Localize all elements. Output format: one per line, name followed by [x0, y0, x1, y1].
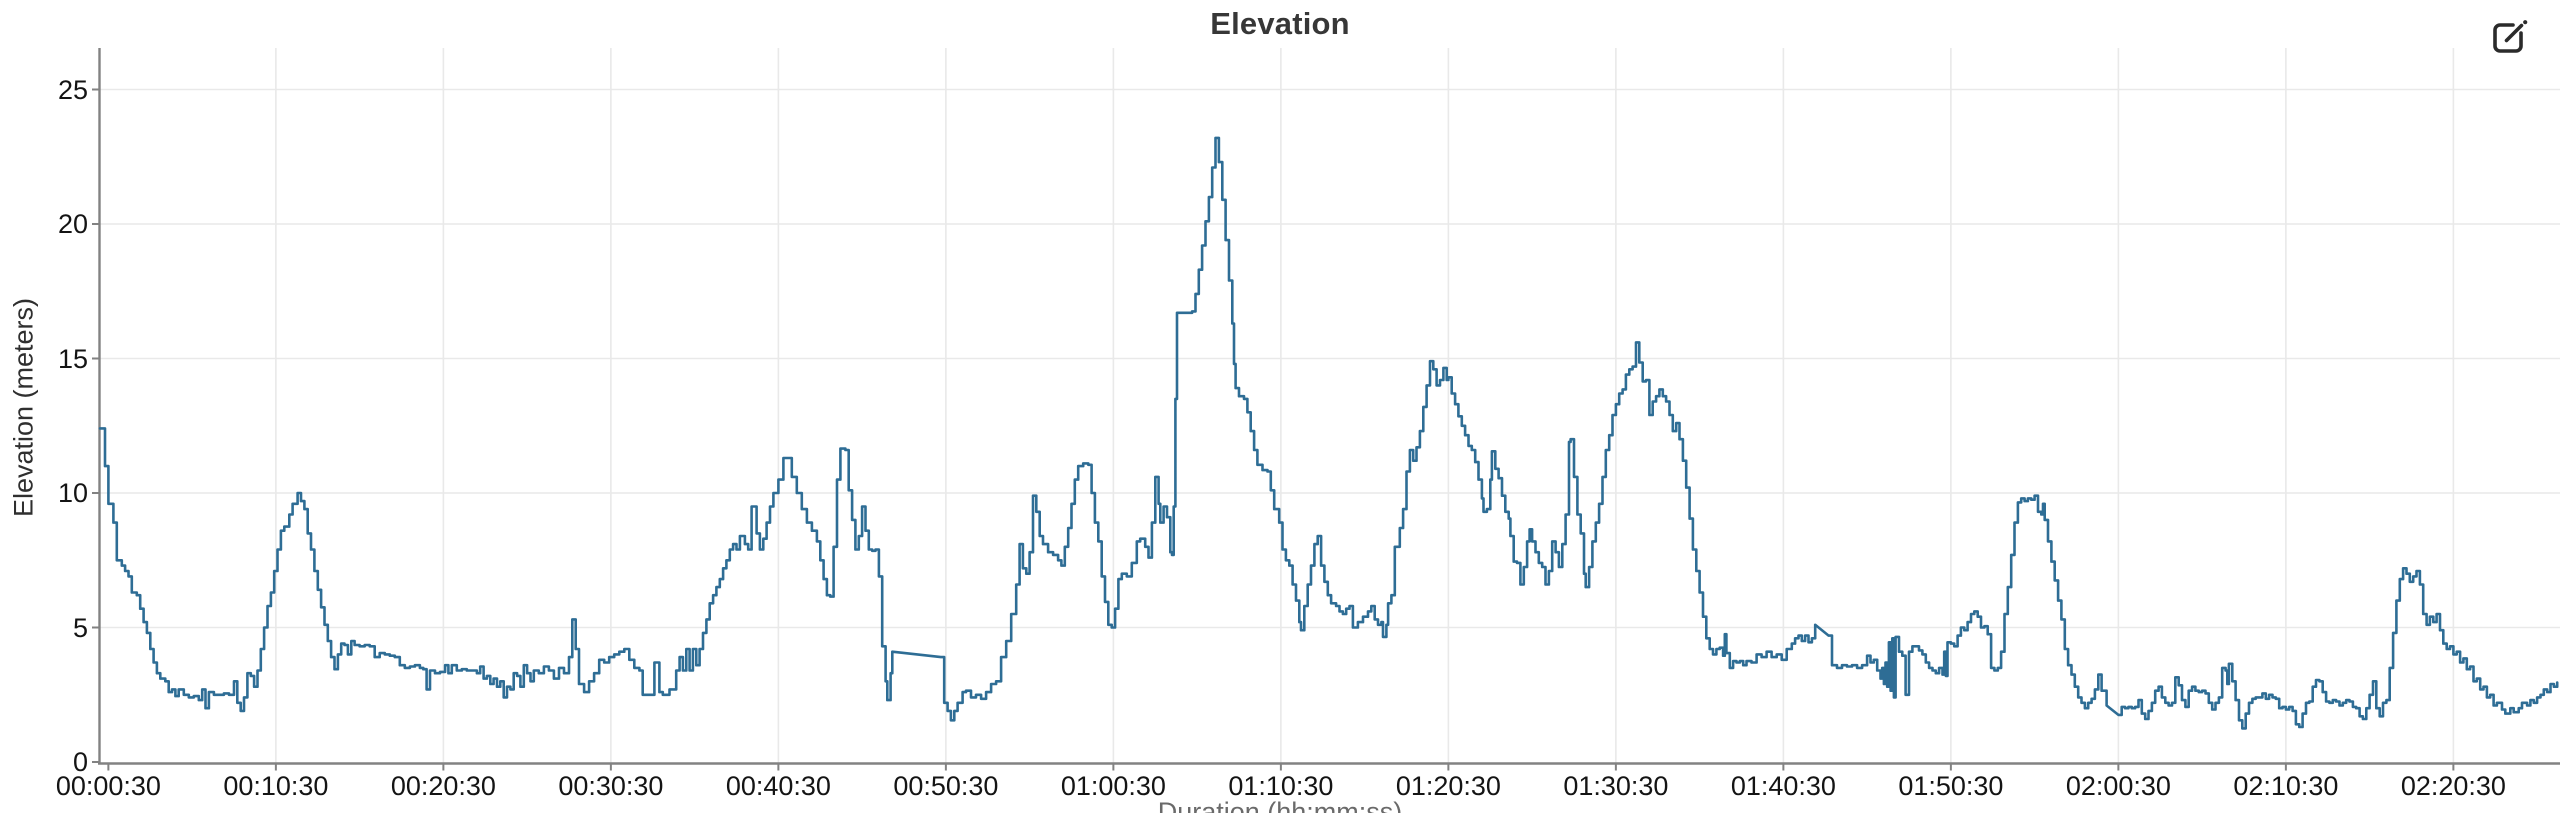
x-tick-label: 01:30:30 — [1563, 771, 1669, 801]
y-tick-label: 15 — [57, 343, 88, 374]
y-tick-label: 10 — [57, 478, 88, 508]
x-tick-label: 00:50:30 — [893, 771, 999, 801]
x-tick-label: 02:00:30 — [2065, 771, 2171, 801]
elevation-series-line — [98, 136, 2559, 730]
x-tick-label: 00:00:30 — [55, 771, 161, 801]
x-tick-label: 01:10:30 — [1228, 771, 1334, 801]
x-tick-label: 00:30:30 — [558, 771, 664, 801]
x-tick-label: 01:40:30 — [1730, 771, 1836, 801]
x-tick-label: 01:20:30 — [1395, 771, 1501, 801]
x-tick-label: 01:50:30 — [1898, 771, 2004, 801]
x-tick-label: 00:10:30 — [223, 771, 329, 801]
x-tick-label: 00:40:30 — [725, 771, 831, 801]
axes — [92, 48, 2560, 771]
x-axis-title: Duration (hh:mm:ss) — [1157, 797, 1403, 813]
chart-title: Elevation — [1210, 6, 1350, 41]
y-tick-label: 5 — [72, 612, 88, 643]
y-tick-label: 0 — [72, 747, 88, 777]
y-tick-label: 20 — [57, 209, 88, 239]
x-tick-label: 00:20:30 — [390, 771, 496, 801]
gridlines — [99, 48, 2560, 764]
y-axis-title: Elevation (meters) — [8, 297, 39, 518]
edit-icon — [2493, 20, 2528, 53]
y-tick-label: 25 — [57, 74, 88, 105]
x-tick-label: 02:20:30 — [2400, 771, 2506, 801]
x-tick-label: 02:10:30 — [2233, 771, 2339, 801]
x-tick-label: 01:00:30 — [1060, 771, 1166, 801]
edit-button[interactable] — [2488, 16, 2530, 58]
